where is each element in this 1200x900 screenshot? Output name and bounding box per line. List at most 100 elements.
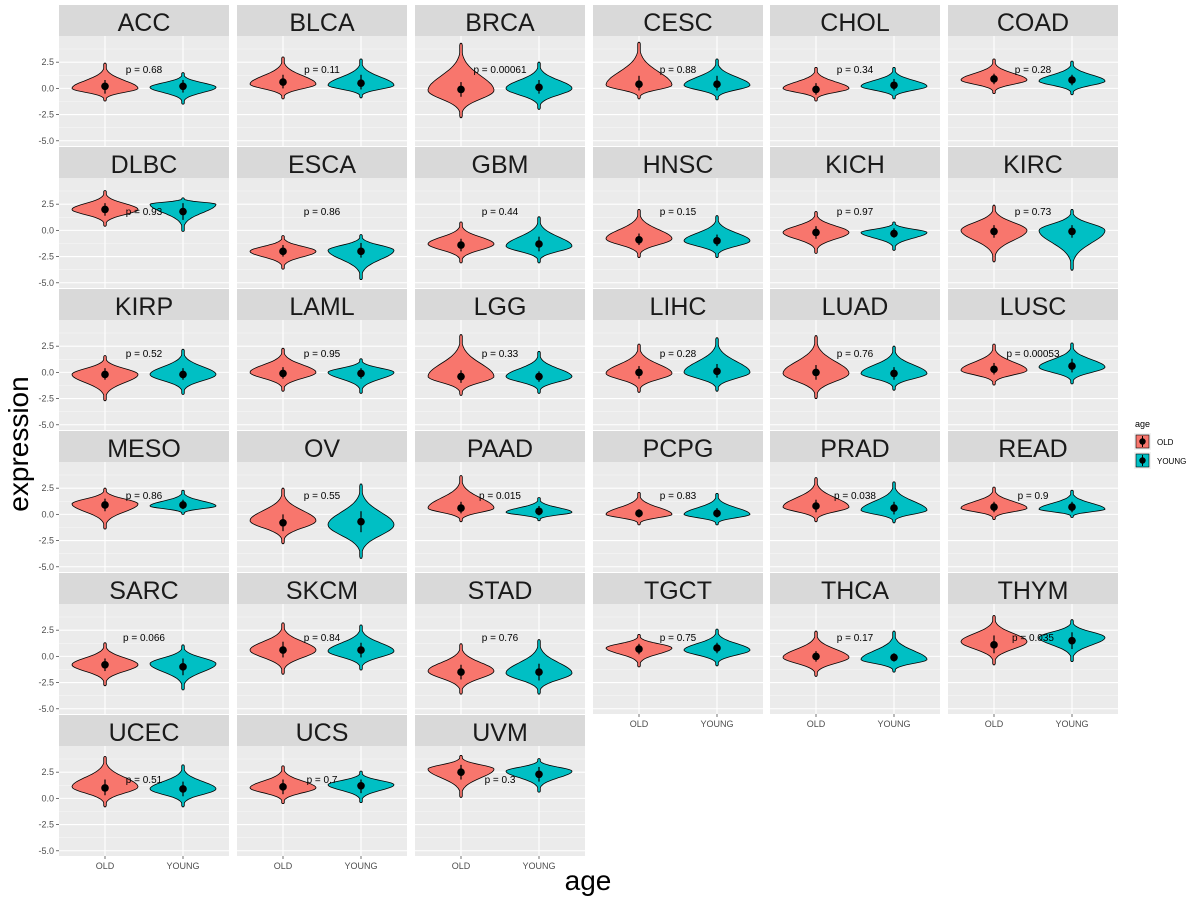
median-point-young: [890, 81, 898, 90]
median-point-old: [812, 502, 820, 510]
panel-title: MESO: [107, 435, 181, 463]
y-tick-label: -5.0: [38, 704, 54, 714]
panel-ucs: UCS p = 0.7 OLD YOUNG: [237, 715, 407, 871]
panel-title: CESC: [643, 9, 712, 37]
legend-label: OLD: [1157, 438, 1174, 447]
median-point-young: [179, 785, 187, 793]
panel-hnsc: HNSC p = 0.15: [593, 147, 763, 288]
p-value-label: p = 0.44: [482, 207, 519, 218]
panel-strip: [593, 431, 763, 462]
panel-background: [237, 746, 407, 856]
median-point-old: [101, 501, 109, 509]
y-tick-label: 2.5: [41, 199, 54, 209]
p-value-label: p = 0.76: [837, 349, 874, 360]
y-tick-label: 2.5: [41, 57, 54, 67]
median-point-old: [101, 660, 109, 669]
p-value-label: p = 0.11: [304, 65, 340, 76]
panel-stad: STAD p = 0.76: [415, 573, 585, 714]
panel-title: ESCA: [288, 151, 356, 179]
panel-title: DLBC: [111, 151, 178, 179]
median-point-young: [713, 80, 721, 88]
p-value-label: p = 0.86: [126, 491, 163, 502]
panel-strip: [948, 5, 1118, 36]
panel-cesc: CESC p = 0.88: [593, 5, 763, 146]
panel-strip: [237, 147, 407, 178]
p-value-label: p = 0.7: [307, 775, 338, 786]
panel-title: PCPG: [643, 435, 714, 463]
median-point-old: [812, 85, 820, 94]
panel-title: STAD: [468, 577, 533, 605]
y-tick-label: -2.5: [38, 252, 54, 262]
p-value-label: p = 0.00061: [473, 65, 527, 76]
x-tick-label: YOUNG: [344, 861, 377, 871]
panel-title: LUAD: [822, 293, 889, 321]
panel-background: [59, 178, 229, 288]
p-value-label: p = 0.3: [485, 775, 516, 786]
median-point-young: [179, 370, 187, 379]
panel-strip: [59, 5, 229, 36]
p-value-label: p = 0.035: [1012, 633, 1054, 644]
panel-title: CHOL: [820, 9, 890, 37]
y-tick-label: -2.5: [38, 820, 54, 830]
y-tick-label: 2.5: [41, 625, 54, 635]
y-tick-label: -5.0: [38, 562, 54, 572]
panel-title: KIRC: [1003, 151, 1063, 179]
y-tick-label: 0.0: [41, 225, 54, 235]
panel-title: BLCA: [289, 9, 355, 37]
p-value-label: p = 0.066: [123, 633, 165, 644]
median-point-young: [535, 770, 543, 779]
median-point-old: [635, 80, 643, 88]
panel-title: PRAD: [820, 435, 889, 463]
median-point-young: [890, 229, 898, 238]
panel-ucec: UCEC -5.0 -2.5 0.0 2.5 p = 0.51 OLD YOUNG: [38, 715, 229, 871]
median-point-young: [890, 504, 898, 512]
legend-key-old: OLD: [1134, 433, 1174, 450]
y-tick-label: -2.5: [38, 678, 54, 688]
p-value-label: p = 0.84: [304, 633, 341, 644]
panel-strip: [415, 573, 585, 604]
violin-old: [427, 42, 495, 119]
panel-strip: [593, 573, 763, 604]
panel-title: UCS: [296, 719, 349, 747]
panel-dlbc: DLBC -5.0 -2.5 0.0 2.5 p = 0.93: [38, 147, 229, 288]
median-point-young: [1068, 636, 1076, 645]
panel-strip: [59, 147, 229, 178]
p-value-label: p = 0.34: [837, 65, 874, 76]
median-point-old: [635, 236, 643, 244]
median-point-old: [635, 645, 643, 653]
median-point-old: [990, 227, 998, 236]
y-tick-label: -2.5: [38, 536, 54, 546]
panel-coad: COAD p = 0.28: [948, 5, 1118, 146]
p-value-label: p = 0.9: [1018, 491, 1049, 502]
median-point-old: [457, 668, 465, 676]
p-value-label: p = 0.17: [837, 633, 874, 644]
median-point-young: [179, 663, 187, 671]
median-point-young: [535, 83, 543, 92]
panel-strip: [593, 147, 763, 178]
violin-old: [782, 477, 850, 523]
panel-uvm: UVM p = 0.3 OLD YOUNG: [415, 715, 585, 871]
x-tick-label: OLD: [985, 719, 1004, 729]
p-value-label: p = 0.83: [660, 491, 697, 502]
panel-strip: [59, 573, 229, 604]
p-value-label: p = 0.68: [126, 65, 163, 76]
violin-old: [605, 492, 673, 526]
panel-title: SKCM: [286, 577, 358, 605]
y-tick-label: -5.0: [38, 278, 54, 288]
p-value-label: p = 0.88: [660, 65, 697, 76]
x-tick-label: OLD: [274, 861, 293, 871]
y-tick-label: -2.5: [38, 110, 54, 120]
median-point-young: [357, 782, 365, 790]
panel-strip: [237, 715, 407, 746]
panel-strip: [415, 289, 585, 320]
panel-chol: CHOL p = 0.34: [770, 5, 940, 146]
p-value-label: p = 0.55: [304, 491, 341, 502]
y-tick-label: 0.0: [41, 509, 54, 519]
y-tick-label: 0.0: [41, 367, 54, 377]
median-point-old: [990, 641, 998, 649]
median-point-young: [357, 517, 365, 526]
median-point-old: [812, 652, 820, 661]
median-point-young: [179, 82, 187, 91]
panel-title: LUSC: [1000, 293, 1067, 321]
median-point-young: [713, 367, 721, 376]
